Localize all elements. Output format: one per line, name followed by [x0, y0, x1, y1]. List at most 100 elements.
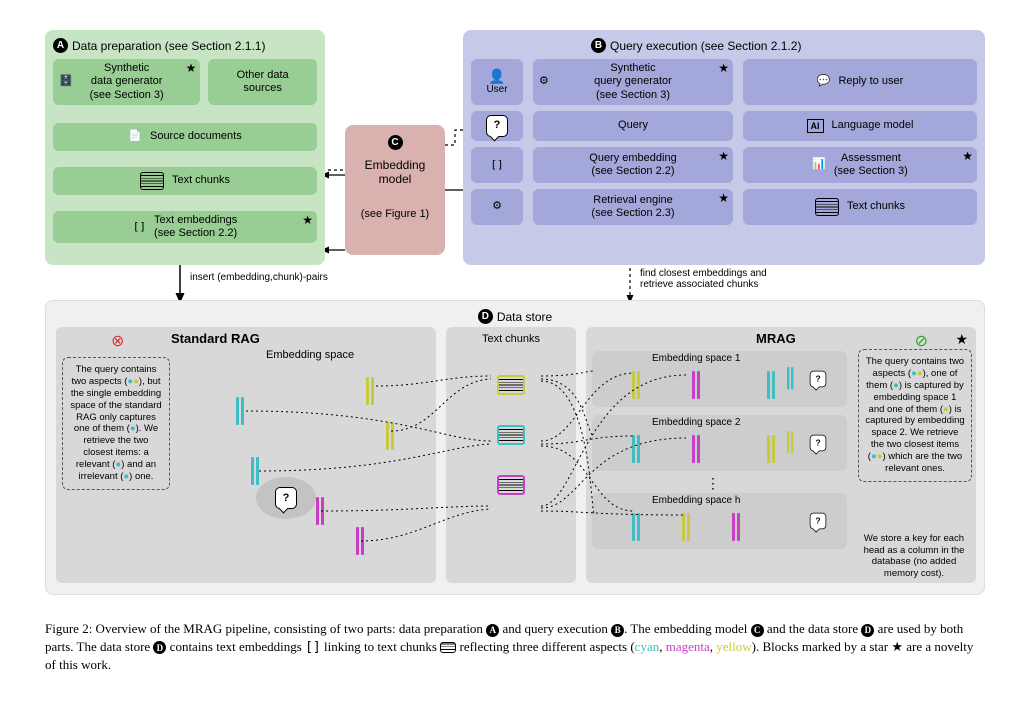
other-data-text: Other data sources [237, 69, 289, 95]
embedding-icon: [] [133, 220, 146, 233]
note-left: The query contains two aspects (●●), but… [62, 357, 170, 490]
emb-cyan [632, 435, 640, 463]
cap-c: C [751, 624, 764, 637]
query-text: Query [618, 119, 648, 132]
box-text-embeddings: [] Text embeddings (see Section 2.2) ★ [53, 211, 317, 243]
panel-embedding-model: C Embedding model (see Figure 1) [345, 125, 445, 255]
embedding-icon: [] [490, 158, 503, 171]
qemb-text: Query embedding (see Section 2.2) [589, 152, 676, 178]
star-icon: ★ [718, 61, 729, 75]
label-find: find closest embeddings and retrieve ass… [640, 268, 767, 290]
cap-cyan: cyan [635, 639, 660, 654]
panel-a-title: Data preparation (see Section 2.1.1) [72, 39, 265, 53]
star-icon: ★ [718, 191, 729, 205]
star-icon: ★ [955, 331, 968, 348]
emb-magenta [692, 435, 700, 463]
emb-cyan [632, 513, 640, 541]
es2-label: Embedding space 2 [652, 417, 740, 428]
ai-icon: AI [807, 119, 824, 134]
document-icon: 📄 [128, 130, 142, 143]
panel-d-title: Data store [497, 310, 552, 324]
box-query: Query [533, 111, 733, 141]
cap-chunk-glyph [440, 642, 456, 653]
box-qemb: Query embedding (see Section 2.2) ★ [533, 147, 733, 183]
emb-magenta [692, 371, 700, 399]
database-icon: 🗄️ [59, 75, 73, 88]
cap-magenta: magenta [666, 639, 710, 654]
chunk-icon [815, 198, 839, 216]
chunk-icon [140, 172, 164, 190]
cap-d: D [861, 624, 874, 637]
emb-cyan [787, 367, 793, 389]
user-icon: 👤 [488, 68, 505, 85]
star-icon: ★ [302, 213, 313, 227]
chunks-text: Text chunks [172, 174, 230, 187]
box-source-docs: 📄 Source documents [53, 123, 317, 151]
star-icon: ★ [718, 149, 729, 163]
esh-label: Embedding space h [652, 495, 740, 506]
retr-text: Retrieval engine (see Section 2.3) [591, 194, 674, 220]
cap-7: linking to text chunks [321, 639, 441, 654]
emb-cyan [767, 371, 775, 399]
figure-caption: Figure 2: Overview of the MRAG pipeline,… [45, 620, 985, 674]
panel-b-title: Query execution (see Section 2.1.2) [610, 39, 801, 53]
user-text: User [486, 84, 507, 96]
emb-magenta [316, 497, 324, 525]
src-docs-text: Source documents [150, 130, 242, 143]
gears-icon: ⚙ [539, 75, 549, 88]
standard-rag-region: ⊗ Standard RAG Embedding space The query… [56, 327, 436, 583]
box-retr-icon: ⚙ [471, 189, 523, 225]
box-qemb-icon: [] [471, 147, 523, 183]
panel-data-preparation: A Data preparation (see Section 2.1.1) 🗄️… [45, 30, 325, 265]
cap-4: and the data store [764, 621, 862, 636]
letter-a: A [53, 38, 68, 53]
emb-yellow [366, 377, 374, 405]
cap-3: . The embedding model [624, 621, 750, 636]
letter-d: D [478, 309, 493, 324]
query-mini: ? [810, 513, 827, 530]
chart-icon: 📊 [812, 158, 826, 171]
star-icon: ★ [186, 61, 197, 75]
cap-d2: D [153, 641, 166, 654]
emb-yellow [386, 422, 394, 450]
query-mini: ? [810, 435, 827, 452]
cap-8: reflecting three different aspects ( [456, 639, 634, 654]
chunk-cyan [497, 425, 525, 445]
panel-a-label: A Data preparation (see Section 2.1.1) [53, 38, 317, 53]
assess-text: Assessment (see Section 3) [834, 152, 908, 178]
emb-cyan [236, 397, 244, 425]
emb-cyan [251, 457, 259, 485]
question-icon: ? [486, 115, 508, 137]
cap-6: contains text embeddings [166, 639, 305, 654]
check-icon: ⊘ [915, 331, 928, 351]
cap-1: Figure 2: Overview of the MRAG pipeline,… [45, 621, 486, 636]
emb-yellow [787, 431, 793, 453]
emb-magenta [356, 527, 364, 555]
std-rag-label: Standard RAG [171, 331, 260, 346]
es1-label: Embedding space 1 [652, 353, 740, 364]
emb-space-1: Embedding space 1 ? [592, 351, 847, 407]
diagram-area: A Data preparation (see Section 2.1.1) 🗄️… [0, 0, 1024, 605]
note-right: The query contains two aspects (●●), one… [858, 349, 972, 482]
reply-text: Reply to user [838, 75, 903, 88]
label-insert: insert (embedding,chunk)-pairs [190, 272, 328, 283]
query-mini: ? [810, 371, 827, 388]
box-lm: AILanguage model [743, 111, 977, 141]
emb-space-2: Embedding space 2 ? [592, 415, 847, 471]
box-assess: 📊Assessment (see Section 3)★ [743, 147, 977, 183]
box-reply: 💬Reply to user [743, 59, 977, 105]
mrag-label: MRAG [756, 331, 796, 346]
panel-b-label: BQuery execution (see Section 2.1.2) [471, 38, 977, 53]
text-chunks-region: Text chunks [446, 327, 576, 583]
emb-text: Text embeddings (see Section 2.2) [154, 214, 237, 240]
box-query-icon: ? [471, 111, 523, 141]
panel-query-execution: BQuery execution (see Section 2.1.2) 👤Us… [463, 30, 985, 265]
emb-magenta [732, 513, 740, 541]
emb-yellow [632, 371, 640, 399]
chunk-yellow [497, 375, 525, 395]
cap-yellow: yellow [716, 639, 751, 654]
question-icon: ? [275, 487, 297, 509]
letter-c: C [388, 135, 403, 150]
box-b-chunks: Text chunks [743, 189, 977, 225]
cross-icon: ⊗ [111, 331, 124, 351]
